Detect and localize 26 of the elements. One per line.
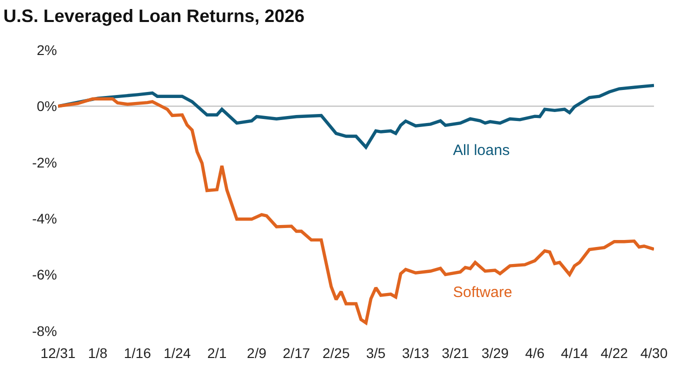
series-label: Software [453,284,512,301]
x-tick-label: 3/29 [481,345,509,361]
x-tick-label: 2/25 [322,345,350,361]
line-series [58,97,654,324]
x-tick-label: 1/24 [164,345,192,361]
y-tick-label: 2% [36,42,57,58]
x-tick-label: 2/9 [246,345,267,361]
x-tick-label: 3/13 [402,345,430,361]
x-tick-label: 4/30 [640,345,668,361]
x-tick-label: 2/1 [207,345,227,361]
y-tick-label: -6% [32,266,57,283]
series-label: All loans [453,142,510,159]
y-tick-label: 0% [36,98,57,114]
x-tick-label: 3/21 [442,345,470,361]
y-tick-label: -2% [32,154,57,170]
x-tick-label: 4/22 [600,345,628,361]
y-tick-label: -8% [32,322,57,339]
chart-title: U.S. Leveraged Loan Returns, 2026 [3,6,305,26]
x-tick-label: 4/6 [525,345,545,361]
x-tick-label: 12/31 [40,345,76,361]
x-tick-label: 2/17 [282,345,310,361]
x-tick-label: 4/14 [560,345,588,361]
x-tick-label: 1/16 [124,345,152,361]
x-tick-label: 1/8 [88,345,108,361]
y-tick-label: -4% [32,210,57,226]
x-tick-label: 3/5 [366,345,386,361]
